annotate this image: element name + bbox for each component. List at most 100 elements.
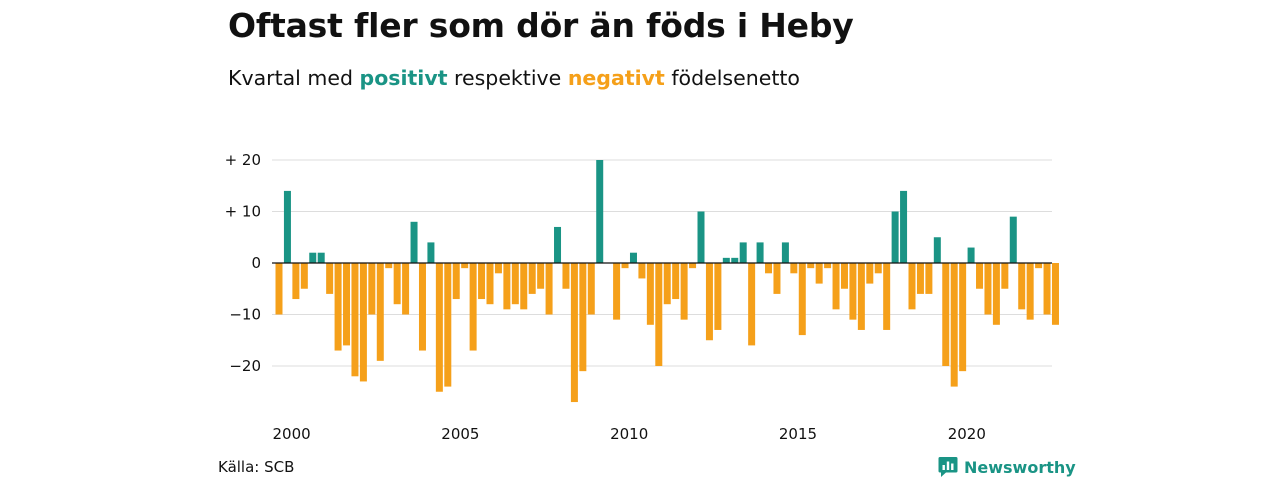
bar-positive [697,211,705,263]
bar-negative [579,263,587,372]
bar-positive [427,242,435,263]
bar-negative [638,263,646,279]
bar-negative [1051,263,1059,325]
x-tick-label: 2005 [441,425,479,443]
x-tick-label: 2000 [273,425,311,443]
bar-positive [781,242,789,263]
y-tick-label: + 10 [225,203,261,221]
bar-negative [478,263,486,300]
bar-negative [807,263,815,269]
y-tick-label: 0 [251,254,261,272]
bar-negative [351,263,359,377]
subtitle-suffix: födelsenetto [671,66,800,90]
bar-negative [689,263,697,269]
bar-negative [832,263,840,310]
bar-positive [317,252,325,263]
bar-negative [748,263,756,346]
bar-negative [393,263,401,305]
bar-negative [452,263,460,300]
bar-positive [1009,216,1017,263]
bar-negative [908,263,916,310]
bar-negative [292,263,300,300]
bar-negative [866,263,874,284]
newsworthy-logo-icon [938,457,958,477]
bar-negative [359,263,367,382]
bar-positive [739,242,747,263]
bar-negative [765,263,773,274]
bar-negative [402,263,410,315]
bar-negative [385,263,393,269]
bar-negative [1043,263,1051,315]
y-tick-label: −10 [229,306,261,324]
y-axis-ticks: + 20 + 10 0 −10 −20 [225,151,261,375]
bar-negative [959,263,967,372]
subtitle-middle: respektive [454,66,562,90]
bar-negative [621,263,629,269]
bar-negative [503,263,511,310]
bar-negative [655,263,663,366]
bar-negative [494,263,502,274]
x-tick-label: 2020 [948,425,986,443]
bar-positive [283,190,291,263]
bar-negative [874,263,882,274]
bar-negative [663,263,671,305]
bar-negative [545,263,553,315]
subtitle-prefix: Kvartal med [228,66,353,90]
brand-name: Newsworthy [964,457,1076,477]
bar-negative [537,263,545,289]
bar-negative [680,263,688,320]
bar-negative [562,263,570,289]
bar-negative [672,263,680,300]
bar-negative [976,263,984,289]
bar-negative [326,263,334,294]
bar-negative [343,263,351,346]
bar-positive [967,247,975,263]
bar-negative [916,263,924,294]
bar-negative [773,263,781,294]
x-tick-label: 2015 [779,425,817,443]
bar-positive [410,221,418,263]
bar-negative [705,263,713,341]
bar-positive [629,252,637,263]
bar-positive [309,252,317,263]
bar-negative [798,263,806,336]
x-tick-label: 2010 [610,425,648,443]
chart-subtitle: Kvartal med positivt respektive negativt… [228,66,800,90]
bar-negative [883,263,891,330]
bar-positive [891,211,899,263]
bar-negative [435,263,443,392]
bar-negative [587,263,595,315]
bar-positive [722,257,730,263]
y-tick-label: + 20 [225,151,261,169]
bar-positive [731,257,739,263]
bar-negative [840,263,848,289]
bar-positive [900,190,908,263]
bar-negative [849,263,857,320]
subtitle-positive-word: positivt [359,66,448,90]
bar-positive [933,237,941,263]
bar-negative [613,263,621,320]
subtitle-negative-word: negativt [567,66,665,90]
bar-negative [1035,263,1043,269]
bar-negative [469,263,477,351]
bar-negative [511,263,519,305]
bar-negative [444,263,452,387]
bar-negative [714,263,722,330]
bar-negative [824,263,832,269]
bar-negative [275,263,283,315]
bar-negative [815,263,823,284]
bar-negative [570,263,578,403]
bar-negative [528,263,536,294]
chart-title: Oftast fler som dör än föds i Heby [228,6,854,45]
brand-logo[interactable]: Newsworthy [938,456,1076,478]
bar-negative [1018,263,1026,310]
bar-negative [984,263,992,315]
bar-negative [992,263,1000,325]
bar-negative [942,263,950,366]
bar-negative [1026,263,1034,320]
source-label: Källa: SCB [218,458,295,476]
bar-negative [368,263,376,315]
bar-negative [486,263,494,305]
bar-negative [520,263,528,310]
